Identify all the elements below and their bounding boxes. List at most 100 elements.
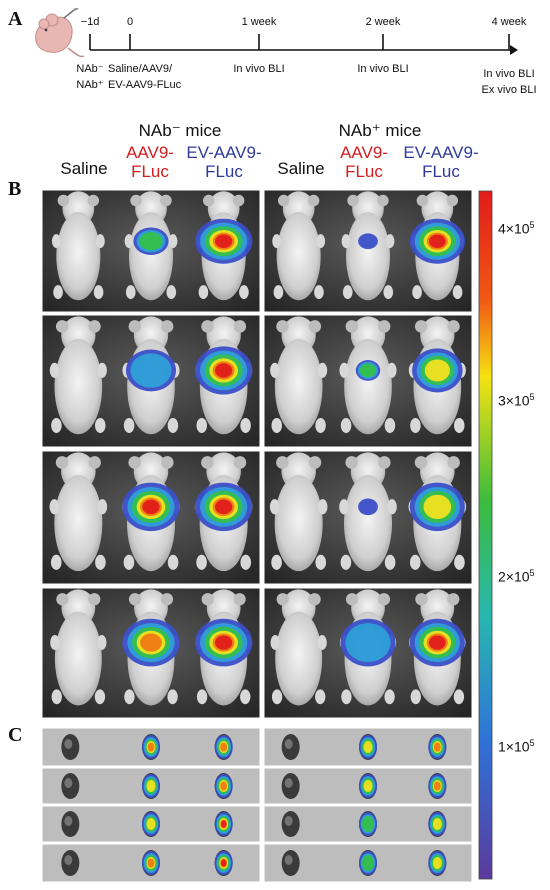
- ex-vivo-organ-panel: [263, 767, 473, 805]
- ex-vivo-organ-panel: [41, 767, 261, 805]
- column-label-saline: Saline: [60, 159, 108, 178]
- mouse-silhouette: [341, 191, 395, 301]
- ex-vivo-organ-panel: [263, 727, 473, 767]
- organ: [359, 773, 377, 799]
- mouse-silhouette: [270, 589, 327, 706]
- mouse-silhouette: [270, 316, 328, 435]
- organ: [359, 734, 377, 760]
- organ: [428, 734, 447, 760]
- timeline-tick-label: 0: [126, 16, 134, 28]
- organ: [281, 773, 300, 799]
- organ: [214, 811, 233, 837]
- bioluminescence-signal: [428, 735, 447, 759]
- bioluminescence-signal: [214, 735, 233, 759]
- organ: [142, 811, 160, 837]
- bioluminescence-signal: [412, 348, 463, 393]
- column-label-saline: Saline: [277, 159, 325, 178]
- timeline-event-label: In vivo BLI: [483, 68, 535, 80]
- bli-photo-panel: [263, 314, 473, 448]
- organ: [214, 850, 233, 876]
- mouse-silhouette: [49, 452, 108, 572]
- bioluminescence-signal: [133, 227, 169, 255]
- organ: [214, 773, 233, 799]
- bioluminescence-signal: [214, 851, 233, 875]
- organ: [214, 734, 233, 760]
- luminescence-colorbar: [478, 190, 493, 880]
- panel-label-c: C: [8, 724, 23, 746]
- organ: [359, 811, 377, 837]
- bli-photo-panel: [41, 189, 261, 313]
- bioluminescence-signal: [194, 482, 253, 532]
- bioluminescence-signal: [409, 482, 465, 532]
- colorbar-tick-label: 4×105: [498, 220, 535, 237]
- timeline-tick-label: 4 week: [491, 16, 527, 28]
- bioluminescence-signal: [359, 735, 377, 759]
- colorbar-tick-label: 2×105: [498, 568, 535, 585]
- organ: [142, 850, 160, 876]
- mouse-silhouette: [272, 191, 326, 301]
- mouse-silhouette: [269, 452, 328, 572]
- group-title-nab-positive: NAb⁺ mice: [338, 121, 422, 140]
- timeline-event-label: NAb⁺: [76, 79, 104, 91]
- timeline-tick-label: 2 week: [365, 16, 401, 28]
- organ: [359, 850, 377, 876]
- organ: [61, 773, 80, 799]
- timeline-arrowhead: [510, 45, 518, 55]
- ex-vivo-organ-panel: [41, 805, 261, 843]
- ex-vivo-organ-panel: [41, 727, 261, 767]
- bioluminescence-signal: [428, 774, 447, 798]
- panel-label-b: B: [8, 178, 22, 200]
- mouse-silhouette: [49, 316, 107, 435]
- bioluminescence-signal: [359, 812, 377, 836]
- timeline: [89, 34, 518, 55]
- bioluminescence-signal: [428, 851, 447, 875]
- timeline-tick-label: −1d: [80, 16, 100, 28]
- column-label-ev-aav9-fluc: EV-AAV9- FLuc: [186, 143, 262, 181]
- organ: [281, 734, 300, 760]
- timeline-event-label: Ex vivo BLI: [481, 84, 537, 96]
- mouse-icon: [35, 8, 85, 58]
- bioluminescence-signal: [142, 812, 160, 836]
- timeline-tick-label: 1 week: [241, 16, 277, 28]
- bli-photo-panel: [41, 450, 261, 585]
- colorbar-tick-label: 3×105: [498, 392, 535, 409]
- organ: [428, 811, 447, 837]
- bioluminescence-signal: [194, 346, 253, 395]
- timeline-event-label: Saline/AAV9/: [108, 63, 173, 75]
- bioluminescence-signal: [125, 349, 177, 392]
- bioluminescence-signal: [194, 218, 253, 264]
- bioluminescence-signal: [142, 774, 160, 798]
- colorbar-tick-label: 1×105: [498, 738, 535, 755]
- bioluminescence-signal: [214, 812, 233, 836]
- bioluminescence-signal: [142, 851, 160, 875]
- timeline-event-label: In vivo BLI: [233, 63, 285, 75]
- mouse-silhouette: [51, 191, 105, 301]
- bli-photo-panel: [263, 587, 473, 719]
- organ: [142, 734, 160, 760]
- bioluminescence-signal: [355, 360, 381, 381]
- mouse-silhouette: [50, 589, 107, 706]
- organ: [281, 850, 300, 876]
- bli-photo-panel: [41, 314, 261, 448]
- organ: [428, 773, 447, 799]
- bioluminescence-signal: [142, 735, 160, 759]
- column-label-aav9-fluc: AAV9- FLuc: [126, 143, 174, 181]
- column-label-ev-aav9-fluc: EV-AAV9- FLuc: [403, 143, 479, 181]
- organ: [61, 734, 80, 760]
- bioluminescence-signal: [428, 812, 447, 836]
- bioluminescence-signal: [340, 618, 396, 667]
- ex-vivo-organ-panel: [41, 843, 261, 883]
- organ: [61, 850, 80, 876]
- timeline-event-label: EV-AAV9-FLuc: [108, 79, 182, 91]
- bioluminescence-signal: [358, 233, 378, 250]
- ex-vivo-organ-panel: [263, 805, 473, 843]
- timeline-event-label: In vivo BLI: [357, 63, 409, 75]
- group-title-nab-negative: NAb⁻ mice: [138, 121, 222, 140]
- bli-photo-panel: [263, 189, 473, 313]
- organ: [428, 850, 447, 876]
- bioluminescence-signal: [409, 618, 465, 667]
- organ: [61, 811, 80, 837]
- bioluminescence-signal: [358, 498, 378, 516]
- organ: [142, 773, 160, 799]
